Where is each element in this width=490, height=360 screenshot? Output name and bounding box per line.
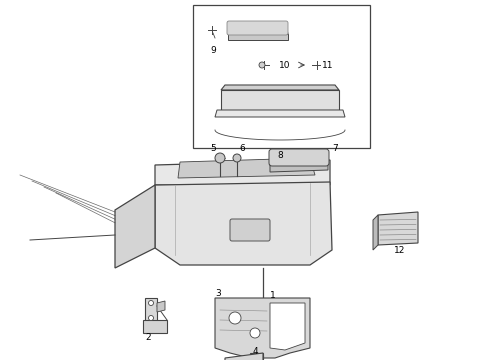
Text: 11: 11 — [322, 60, 334, 69]
Polygon shape — [270, 150, 328, 165]
Text: 4: 4 — [252, 347, 258, 356]
Text: 10: 10 — [279, 60, 291, 69]
FancyBboxPatch shape — [269, 149, 329, 166]
Text: 3: 3 — [215, 289, 221, 298]
Bar — [193, 5, 370, 148]
Circle shape — [148, 315, 153, 320]
Circle shape — [229, 312, 241, 324]
Polygon shape — [155, 182, 332, 265]
Circle shape — [148, 301, 153, 306]
Polygon shape — [215, 110, 345, 117]
Text: 12: 12 — [394, 246, 406, 255]
Polygon shape — [215, 298, 310, 358]
Text: 6: 6 — [239, 144, 245, 153]
Polygon shape — [225, 353, 263, 360]
Circle shape — [233, 154, 241, 162]
Polygon shape — [145, 298, 157, 326]
Polygon shape — [115, 185, 155, 268]
Text: 5: 5 — [210, 144, 216, 153]
Text: 7: 7 — [332, 144, 338, 153]
Circle shape — [215, 153, 225, 163]
Polygon shape — [225, 358, 237, 360]
Polygon shape — [221, 90, 339, 110]
Polygon shape — [270, 163, 328, 172]
Polygon shape — [157, 301, 165, 312]
Polygon shape — [228, 22, 288, 34]
Polygon shape — [221, 85, 339, 90]
Circle shape — [250, 328, 260, 338]
Text: 2: 2 — [145, 333, 151, 342]
Polygon shape — [143, 320, 167, 333]
Polygon shape — [228, 34, 288, 40]
FancyBboxPatch shape — [230, 219, 270, 241]
Polygon shape — [373, 215, 378, 250]
Polygon shape — [178, 158, 315, 178]
Text: 8: 8 — [277, 150, 283, 159]
Polygon shape — [250, 353, 263, 360]
FancyBboxPatch shape — [227, 21, 288, 35]
Text: 9: 9 — [210, 45, 216, 54]
Polygon shape — [155, 160, 330, 185]
Text: 1: 1 — [270, 291, 276, 300]
Circle shape — [259, 62, 265, 68]
Polygon shape — [378, 212, 418, 245]
Polygon shape — [270, 303, 305, 350]
